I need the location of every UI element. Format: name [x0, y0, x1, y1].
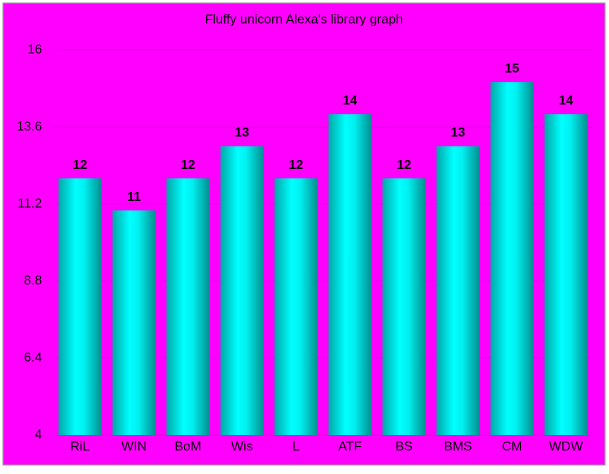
x-tick-label: CM — [502, 438, 522, 453]
x-tick-label: BMS — [444, 438, 473, 453]
y-tick-label: 13.6 — [17, 118, 42, 133]
x-tick-label: WIN — [121, 438, 146, 453]
y-tick-label: 4 — [35, 426, 42, 441]
x-tick-label: WDW — [549, 438, 584, 453]
data-label: 13 — [235, 125, 249, 140]
bar — [490, 82, 534, 435]
y-tick-label: 11.2 — [18, 195, 42, 210]
x-tick-label: RiL — [70, 438, 90, 453]
data-label: 14 — [559, 93, 574, 108]
x-tick-label: Wis — [231, 438, 253, 453]
y-tick-label: 8.8 — [24, 272, 42, 287]
y-tick-label: 6.4 — [24, 349, 42, 364]
data-label: 12 — [397, 157, 411, 172]
data-label: 12 — [73, 157, 87, 172]
bar — [274, 178, 318, 436]
x-tick-label: BoM — [175, 438, 202, 453]
data-label: 15 — [505, 61, 519, 76]
x-tick-label: ATF — [338, 438, 362, 453]
data-label: 11 — [127, 189, 141, 204]
bar — [220, 146, 264, 435]
data-label: 13 — [451, 125, 465, 140]
data-label: 12 — [289, 157, 303, 172]
bar — [112, 210, 156, 435]
bar — [58, 178, 102, 436]
chart-title: Fluffy unicorn Alexa's library graph — [205, 11, 403, 26]
bar — [328, 114, 372, 436]
bar — [436, 146, 480, 435]
data-label: 14 — [343, 93, 358, 108]
x-tick-label: BS — [395, 438, 413, 453]
bar — [382, 178, 426, 436]
y-tick-label: 16 — [28, 41, 42, 56]
bar — [166, 178, 210, 436]
x-tick-label: L — [292, 438, 299, 453]
data-label: 12 — [181, 157, 195, 172]
bar — [544, 114, 588, 436]
